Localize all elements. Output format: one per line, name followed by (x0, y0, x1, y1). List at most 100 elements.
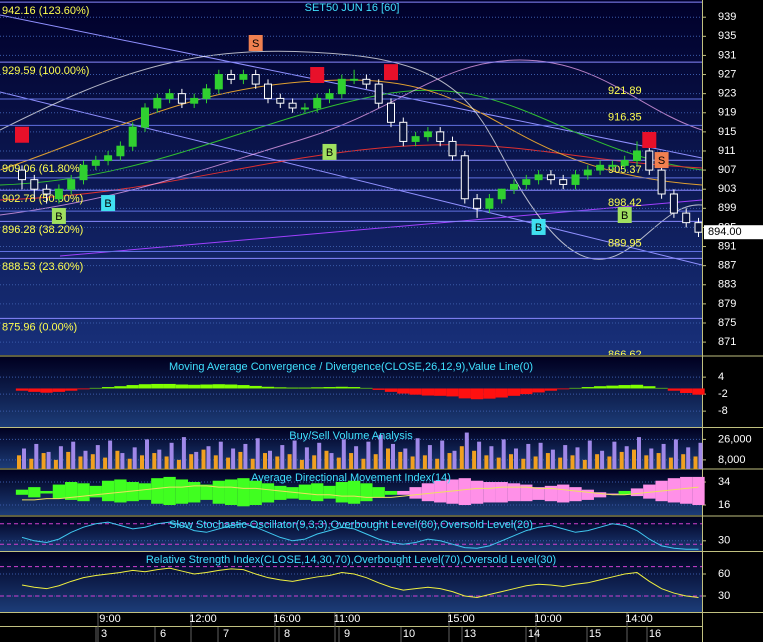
candle-body (165, 93, 174, 99)
y-tick-label: 30 (718, 590, 730, 602)
volume-bar (34, 443, 39, 469)
di-band (15, 489, 29, 495)
volume-bar (299, 459, 304, 469)
di-band (274, 485, 287, 500)
volume-bar (526, 443, 531, 469)
macd-bar (581, 387, 594, 389)
signal-label: B (55, 211, 62, 223)
volume-bar (226, 457, 231, 469)
time-label: 16:00 (273, 613, 301, 625)
y-tick-label: -2 (718, 388, 728, 400)
di-band (409, 487, 422, 499)
y-tick-label: -8 (718, 405, 728, 417)
candle-body (423, 131, 432, 138)
macd-bar (274, 387, 287, 389)
volume-bar (71, 441, 76, 469)
di-band (692, 476, 705, 506)
volume-bar (115, 450, 120, 469)
price-label: 866.62 (608, 349, 642, 361)
di-band (470, 480, 484, 504)
di-band (593, 492, 607, 498)
y-tick-label: 879 (718, 298, 736, 310)
volume-bar (681, 454, 686, 469)
volume-bar (575, 447, 580, 469)
di-band (544, 485, 558, 502)
time-label: 10:00 (534, 613, 562, 625)
candle-body (141, 107, 149, 128)
volume-bar (58, 446, 63, 469)
di-band (163, 476, 176, 506)
volume-bar (194, 451, 199, 469)
y-tick-label: 875 (718, 317, 736, 329)
volume-bar (275, 456, 280, 469)
di-band (261, 483, 275, 503)
signal-marker (654, 152, 669, 169)
price-label: 916.35 (608, 111, 642, 123)
date-label: 15 (589, 628, 601, 640)
volume-bar (103, 457, 108, 469)
macd-bar (347, 387, 361, 389)
price-label: 921.89 (608, 85, 642, 97)
volume-bar (509, 454, 513, 469)
di-band (200, 484, 213, 500)
volume-bar (66, 451, 71, 469)
di-band (126, 482, 139, 502)
candle-body (202, 88, 211, 99)
macd-bar (544, 388, 558, 391)
volume-bar (595, 454, 600, 469)
volume-bar (22, 448, 26, 469)
di-band (421, 483, 435, 502)
macd-bar (261, 386, 275, 389)
macd-bar (384, 388, 398, 392)
volume-bar (452, 450, 457, 469)
volume-bar (538, 442, 543, 469)
date-label: 8 (284, 628, 290, 640)
volume-bar (108, 440, 113, 469)
di-band (224, 479, 238, 506)
volume-bar (624, 446, 629, 469)
rsi-panel (0, 552, 702, 612)
volume-bar (496, 457, 501, 469)
panel-title: Moving Average Convergence / Divergence(… (169, 361, 533, 373)
di-band (28, 487, 41, 498)
macd-bar (655, 387, 668, 389)
candle-body (227, 74, 236, 80)
di-band (40, 490, 53, 494)
macd-bar (175, 384, 189, 389)
volume-bar (243, 443, 248, 469)
candle-body (657, 169, 666, 195)
volume-bar (422, 455, 427, 469)
volume-bar (292, 440, 297, 469)
di-band (151, 478, 164, 504)
macd-bar (126, 385, 139, 389)
y-tick-label: 4 (718, 371, 724, 383)
di-band (114, 479, 127, 503)
y-tick-label: 907 (718, 164, 736, 176)
macd-bar (237, 385, 250, 389)
macd-bar (323, 387, 336, 389)
candle-body (436, 131, 445, 142)
signal-marker (248, 35, 263, 52)
volume-bar (336, 457, 341, 469)
volume-bar (349, 453, 354, 469)
macd-bar (188, 384, 201, 389)
date-label: 10 (403, 628, 415, 640)
last-price-box (704, 225, 763, 240)
volume-bar (533, 456, 538, 469)
candle-body (485, 198, 494, 209)
volume-bar (120, 453, 125, 469)
date-label: 14 (528, 628, 540, 640)
signal-label: B (621, 210, 628, 222)
volume-bar (600, 450, 605, 469)
candle-body (18, 169, 26, 181)
candle-body (510, 183, 518, 190)
volume-bar (668, 457, 673, 469)
price-label: 898.42 (608, 197, 642, 209)
volume-bar (231, 448, 236, 469)
y-tick-label: 899 (718, 202, 736, 214)
candle-body (30, 179, 39, 190)
volume-bar (280, 445, 285, 469)
indicator-line (21, 567, 699, 598)
di-band (89, 485, 102, 498)
di-band (397, 490, 410, 495)
